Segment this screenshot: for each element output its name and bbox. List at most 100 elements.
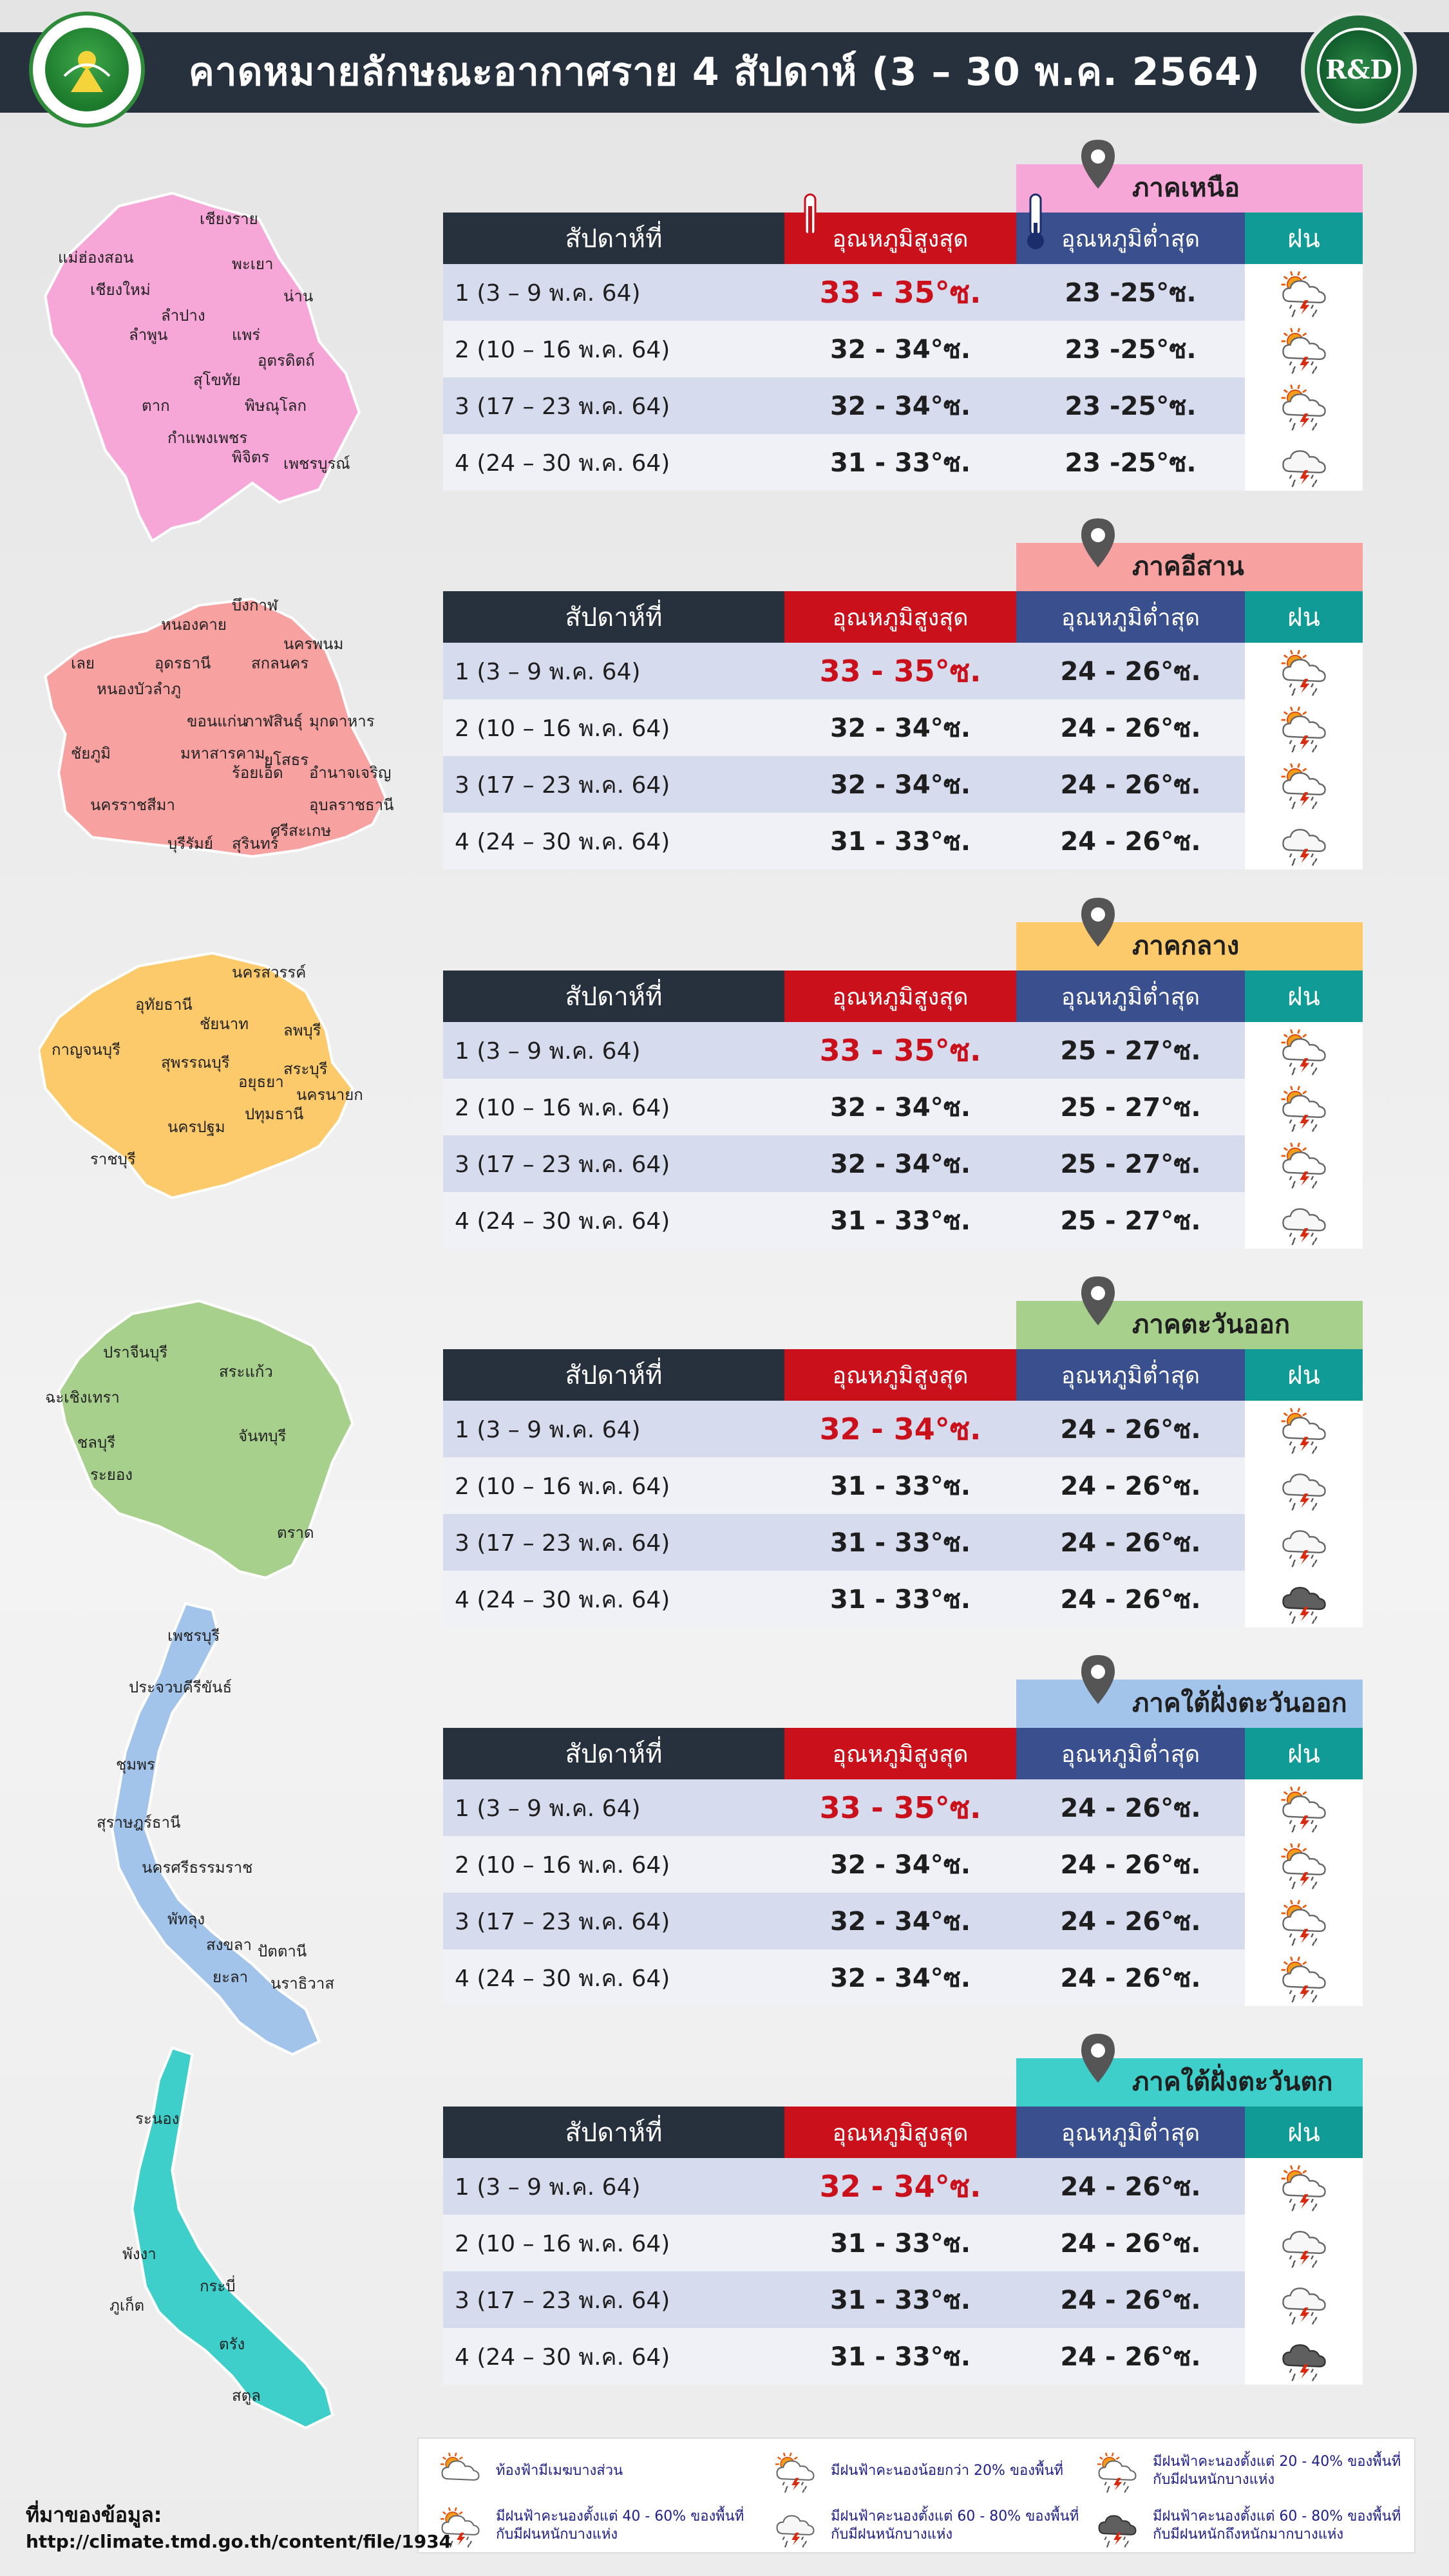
header-max-label: อุณหภูมิสูงสุด: [832, 1741, 969, 1768]
header-week: สัปดาห์ที่: [443, 1728, 784, 1779]
header-min-label: อุณหภูมิต่ำสุด: [1061, 604, 1200, 631]
min-temp-cell: 24 - 26°ซ.: [1016, 2158, 1245, 2215]
thunder-sun-icon: [1272, 1952, 1336, 2003]
week-cell: 1 (3 – 9 พ.ค. 64): [443, 1401, 784, 1457]
province-label: พิจิตร: [232, 448, 270, 466]
forecast-table: สัปดาห์ที่ อุณหภูมิสูงสุด อุณหภูมิต่ำสุด ฝน…: [443, 193, 1363, 491]
header-min-label: อุณหภูมิต่ำสุด: [1061, 1362, 1200, 1389]
table-row: 1 (3 – 9 พ.ค. 64) 33 - 35°ซ. 25 - 27°ซ.: [443, 1022, 1363, 1079]
province-label: ตาก: [142, 397, 170, 415]
header-rain: ฝน: [1245, 591, 1363, 643]
region-title: ภาคใต้ฝั่งตะวันตก: [1016, 2058, 1363, 2107]
rain-cell: [1245, 2328, 1363, 2385]
province-label: ตราด: [277, 1524, 314, 1542]
region-title: ภาคใต้ฝั่งตะวันออก: [1016, 1680, 1363, 1728]
max-temp-cell: 31 - 33°ซ.: [784, 2271, 1016, 2328]
rain-cell: [1245, 1949, 1363, 2006]
max-temp-cell: 31 - 33°ซ.: [784, 434, 1016, 491]
map-shape: [37, 951, 354, 1200]
week-cell: 3 (17 – 23 พ.ค. 64): [443, 1893, 784, 1949]
table-row: 4 (24 – 30 พ.ค. 64) 31 - 33°ซ. 24 - 26°ซ.: [443, 2328, 1363, 2385]
province-label: พะเยา: [232, 255, 274, 273]
province-label: อยุธยา: [238, 1073, 284, 1091]
province-label: ฉะเชิงเทรา: [45, 1388, 120, 1406]
rain-cell: [1245, 2271, 1363, 2328]
table-row: 3 (17 – 23 พ.ค. 64) 31 - 33°ซ. 24 - 26°ซ.: [443, 2271, 1363, 2328]
rain-cell: [1245, 643, 1363, 699]
header-max-temp: อุณหภูมิสูงสุด: [784, 2107, 1016, 2158]
week-cell: 4 (24 – 30 พ.ค. 64): [443, 1949, 784, 2006]
map-shape: [44, 597, 388, 858]
min-temp-cell: 24 - 26°ซ.: [1016, 2215, 1245, 2271]
province-label: หนองบัวลำภู: [97, 680, 182, 698]
legend-item: มีฝนฟ้าคะนองตั้งแต่ 40 - 60% ของพื้นที่ …: [431, 2500, 760, 2552]
table-row: 3 (17 – 23 พ.ค. 64) 32 - 34°ซ. 24 - 26°ซ.: [443, 1893, 1363, 1949]
thunder-sun-icon: [1272, 1895, 1336, 1947]
thermometer-cold-icon: [1027, 193, 1044, 249]
table-row: 2 (10 – 16 พ.ค. 64) 32 - 34°ซ. 23 -25°ซ.: [443, 321, 1363, 377]
header-max-temp: อุณหภูมิสูงสุด: [784, 193, 1016, 264]
header-min-temp: อุณหภูมิต่ำสุด: [1016, 1349, 1245, 1401]
header-rain: ฝน: [1245, 2107, 1363, 2158]
province-label: บึงกาฬ: [232, 596, 278, 614]
province-label: ขอนแก่น: [187, 712, 247, 730]
region-title: ภาคเหนือ: [1016, 164, 1363, 213]
header-bar: คาดหมายลักษณะอากาศราย 4 สัปดาห์ (3 – 30 …: [0, 32, 1449, 113]
table-header: สัปดาห์ที่ อุณหภูมิสูงสุด อุณหภูมิต่ำสุด ฝน: [443, 193, 1363, 264]
table-row: 4 (24 – 30 พ.ค. 64) 31 - 33°ซ. 25 - 27°ซ.: [443, 1192, 1363, 1249]
region-map: เพชรบุรี ประจวบคีรีขันธ์ ชุมพร สุราษฎร์ธานี…: [39, 1597, 399, 2061]
header-rain: ฝน: [1245, 1728, 1363, 1779]
week-cell: 3 (17 – 23 พ.ค. 64): [443, 756, 784, 813]
header-week: สัปดาห์ที่: [443, 971, 784, 1022]
region-title: ภาคตะวันออก: [1016, 1301, 1363, 1349]
table-header: สัปดาห์ที่ อุณหภูมิสูงสุด อุณหภูมิต่ำสุด ฝน: [443, 971, 1363, 1022]
province-label: สุพรรณบุรี: [161, 1054, 230, 1072]
max-temp-cell: 32 - 34°ซ.: [784, 1836, 1016, 1893]
week-cell: 2 (10 – 16 พ.ค. 64): [443, 2215, 784, 2271]
max-temp-cell: 31 - 33°ซ.: [784, 1192, 1016, 1249]
province-label: แม่ฮ่องสอน: [58, 249, 134, 267]
source-url[interactable]: http://climate.tmd.go.th/content/file/19…: [26, 2531, 452, 2552]
table-row: 2 (10 – 16 พ.ค. 64) 31 - 33°ซ. 24 - 26°ซ.: [443, 2215, 1363, 2271]
thunder-sun-icon: [1272, 645, 1336, 697]
province-label: ยะลา: [213, 1968, 249, 1986]
location-pin-icon: [1079, 1275, 1117, 1327]
legend-item: มีฝนฟ้าคะนองตั้งแต่ 60 - 80% ของพื้นที่ …: [1088, 2500, 1417, 2552]
tmd-logo: [29, 12, 145, 128]
province-label: ชัยภูมิ: [71, 744, 111, 762]
province-label: กาฬสินธุ์: [245, 712, 303, 730]
province-label: ตรัง: [219, 2335, 245, 2353]
table-header: สัปดาห์ที่ อุณหภูมิสูงสุด อุณหภูมิต่ำสุด ฝน: [443, 1349, 1363, 1401]
header-week: สัปดาห์ที่: [443, 2107, 784, 2158]
min-temp-cell: 25 - 27°ซ.: [1016, 1022, 1245, 1079]
header-max-label: อุณหภูมิสูงสุด: [832, 983, 969, 1010]
map-shape: [44, 191, 361, 543]
province-label: เพชรบูรณ์: [283, 455, 350, 473]
week-cell: 4 (24 – 30 พ.ค. 64): [443, 2328, 784, 2385]
min-temp-cell: 25 - 27°ซ.: [1016, 1135, 1245, 1192]
header-min-label: อุณหภูมิต่ำสุด: [1061, 1741, 1200, 1768]
region-map: ระนอง พังงา กระบี่ ภูเก็ต ตรัง สตูล: [39, 2041, 399, 2441]
table-row: 1 (3 – 9 พ.ค. 64) 32 - 34°ซ. 24 - 26°ซ.: [443, 2158, 1363, 2215]
rain-cell: [1245, 1135, 1363, 1192]
header-week: สัปดาห์ที่: [443, 1349, 784, 1401]
province-label: จันทบุรี: [238, 1427, 287, 1445]
legend-item: มีฝนฟ้าคะนองตั้งแต่ 20 - 40% ของพื้นที่ …: [1088, 2445, 1417, 2497]
table-row: 1 (3 – 9 พ.ค. 64) 33 - 35°ซ. 24 - 26°ซ.: [443, 1779, 1363, 1836]
province-label: ลำพูน: [129, 326, 168, 344]
table-row: 1 (3 – 9 พ.ค. 64) 33 - 35°ซ. 23 -25°ซ.: [443, 264, 1363, 321]
thunder-cloud-icon: [1272, 2217, 1336, 2269]
table-header: สัปดาห์ที่ อุณหภูมิสูงสุด อุณหภูมิต่ำสุด ฝน: [443, 2107, 1363, 2158]
forecast-table: สัปดาห์ที่ อุณหภูมิสูงสุด อุณหภูมิต่ำสุด ฝน…: [443, 591, 1363, 869]
min-temp-cell: 25 - 27°ซ.: [1016, 1079, 1245, 1135]
header-max-temp: อุณหภูมิสูงสุด: [784, 591, 1016, 643]
province-label: ภูเก็ต: [109, 2297, 145, 2315]
province-label: ลพบุรี: [283, 1021, 321, 1039]
min-temp-cell: 24 - 26°ซ.: [1016, 1836, 1245, 1893]
max-temp-cell: 31 - 33°ซ.: [784, 2215, 1016, 2271]
min-temp-cell: 23 -25°ซ.: [1016, 321, 1245, 377]
legend-text: มีฝนฟ้าคะนองตั้งแต่ 20 - 40% ของพื้นที่ …: [1153, 2454, 1401, 2488]
source-label: ที่มาของข้อมูล:: [26, 2503, 162, 2527]
province-label: อุทัยธานี: [135, 996, 193, 1014]
week-cell: 1 (3 – 9 พ.ค. 64): [443, 264, 784, 321]
